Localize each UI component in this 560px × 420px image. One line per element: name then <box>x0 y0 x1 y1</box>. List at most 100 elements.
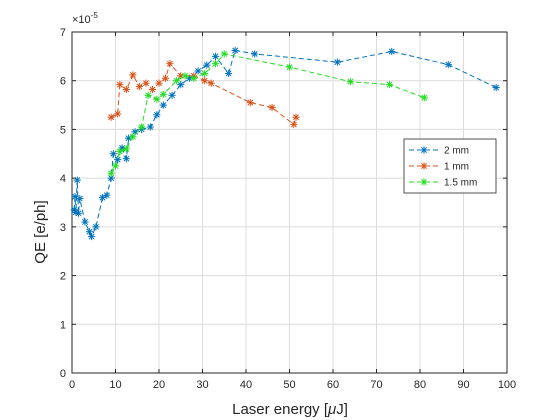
data-point <box>444 61 452 69</box>
data-point <box>225 69 233 78</box>
data-point <box>285 63 294 71</box>
data-point <box>87 233 96 241</box>
data-point <box>116 147 124 155</box>
data-point <box>172 77 180 85</box>
x-axis-label-prefix: Laser energy [ <box>232 401 329 418</box>
data-point <box>292 113 300 121</box>
data-point <box>290 120 298 129</box>
ticks-layer: 0 10 20 30 40 50 60 70 80 90 100 0 1 2 3 4 5 6 7 <box>60 27 516 391</box>
legend-label: 2 mm <box>444 146 469 157</box>
y-tick-label: 1 <box>60 319 66 331</box>
y-tick-label: 5 <box>60 124 66 136</box>
x-tick-label: 20 <box>153 379 165 391</box>
x-tick-label: 30 <box>196 379 208 391</box>
data-point <box>220 50 228 58</box>
data-point <box>168 91 176 99</box>
data-point <box>135 82 144 91</box>
data-point <box>194 67 202 75</box>
data-point <box>148 85 157 94</box>
data-point <box>155 79 163 87</box>
data-point <box>98 194 107 202</box>
data-point <box>146 123 154 131</box>
data-point <box>111 162 120 170</box>
data-point <box>388 47 396 56</box>
data-point <box>109 150 117 158</box>
data-point <box>73 176 81 184</box>
legend-marker <box>420 146 428 154</box>
data-point <box>129 133 137 141</box>
data-point <box>385 81 394 89</box>
x-tick-label: 10 <box>109 379 121 391</box>
data-point <box>203 61 211 69</box>
y-tick-label: 6 <box>60 76 66 88</box>
data-point <box>138 123 146 131</box>
data-point <box>346 78 354 86</box>
x-tick-label: 80 <box>414 379 426 391</box>
data-point <box>76 195 84 203</box>
data-point <box>159 101 167 109</box>
legend-entries: 2 mm 1 mm 1.5 mm <box>409 146 477 189</box>
x-tick-label: 40 <box>240 379 252 391</box>
data-point <box>207 79 215 87</box>
legend-entry: 2 mm <box>409 146 469 157</box>
data-point <box>142 79 150 87</box>
series-layer <box>70 46 500 241</box>
data-point <box>81 218 89 226</box>
data-point <box>116 81 124 89</box>
x-tick-label: 90 <box>457 379 469 391</box>
data-point <box>107 174 115 182</box>
data-point <box>246 99 254 107</box>
data-point <box>201 69 209 78</box>
legend-label: 1 mm <box>444 162 469 173</box>
y-tick-label: 2 <box>60 271 66 283</box>
x-tick-label: 60 <box>327 379 339 391</box>
data-point <box>211 52 220 60</box>
data-point <box>107 113 115 121</box>
data-point <box>122 155 130 163</box>
data-point <box>181 72 189 80</box>
data-point <box>201 77 209 85</box>
x-tick-label: 0 <box>69 379 75 391</box>
legend-entry: 1.5 mm <box>409 178 477 189</box>
data-point <box>166 60 174 68</box>
data-point <box>153 111 161 119</box>
x-tick-label: 70 <box>370 379 382 391</box>
data-point <box>211 60 220 68</box>
x-tick-label: 50 <box>283 379 295 391</box>
x-axis-label-suffix: J] <box>336 401 348 418</box>
data-point <box>74 209 83 217</box>
series-1-mm <box>107 60 300 129</box>
data-point <box>333 58 341 66</box>
data-point <box>231 46 239 55</box>
legend-marker <box>420 178 428 186</box>
data-point <box>161 74 170 82</box>
legend-label: 1.5 mm <box>444 178 477 189</box>
data-point <box>190 74 198 82</box>
y-tick-label: 3 <box>60 222 66 234</box>
data-point <box>103 191 111 199</box>
data-point <box>268 103 276 112</box>
data-point <box>492 83 500 92</box>
data-point <box>92 223 100 231</box>
x-axis-label: Laser energy [μJ] <box>232 401 348 418</box>
legend-marker <box>420 162 428 170</box>
series-1_5-mm <box>107 50 428 177</box>
y-tick-label: 7 <box>60 27 66 39</box>
data-point <box>122 85 130 94</box>
data-point <box>420 94 428 102</box>
legend: 2 mm 1 mm 1.5 mm <box>403 138 497 194</box>
x-axis-label-mu: μ <box>327 401 336 418</box>
y-tick-label: 0 <box>60 368 66 380</box>
y-axis-label: QE [e/ph] <box>32 200 49 263</box>
data-point <box>122 145 130 153</box>
data-point <box>144 91 152 99</box>
data-point <box>153 95 161 103</box>
data-point <box>159 90 167 98</box>
x-tick-label: 100 <box>498 379 516 391</box>
y-axis-exponent-base: ×10 <box>72 14 91 26</box>
grid-layer <box>71 31 508 374</box>
y-axis-exponent: ×10-5 <box>72 11 98 26</box>
y-axis-exponent-power: -5 <box>91 11 99 20</box>
